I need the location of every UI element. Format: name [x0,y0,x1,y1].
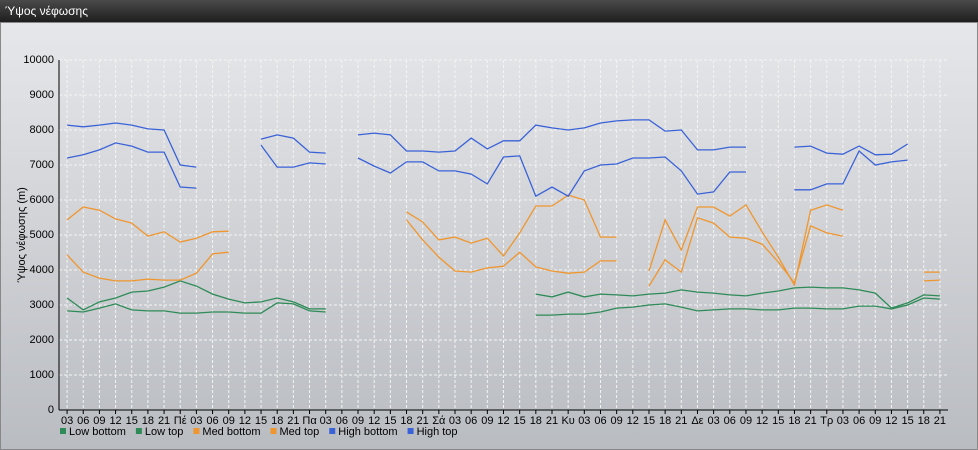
x-tick-label: 18 [788,415,800,427]
chart: Ύψος νέφωσης (m) 0 1000 2000 3000 4000 5000 60… [0,22,978,450]
series-line [66,194,940,287]
x-tick-label: 09 [352,415,364,427]
x-tick-label: 15 [514,415,526,427]
x-tick-label: 18 [142,415,154,427]
x-tick-label: 03 [578,415,590,427]
x-tick-label: 09 [611,415,623,427]
x-tick-label: 15 [643,415,655,427]
series-line [66,142,908,198]
legend-label: Med top [280,426,320,438]
x-tick-label: 18 [918,415,930,427]
x-tick-label: 09 [869,415,881,427]
legend-swatch [270,428,277,434]
x-tick-label: 18 [530,415,542,427]
x-tick-label: 03 [320,415,332,427]
x-tick-label: 21 [804,415,816,427]
x-tick-label: 03 [708,415,720,427]
window-title: Ύψος νέφωσης [0,0,978,22]
x-tick-label: Τρ [820,415,833,427]
x-tick-label: Δε [691,415,703,427]
y-tick-label: 1000 [30,369,54,381]
x-tick-label: 21 [287,415,299,427]
legend-swatch [193,428,200,434]
x-tick-label: 03 [837,415,849,427]
x-tick-label: 12 [885,415,897,427]
x-tick-label: 06 [853,415,865,427]
y-tick-label: 5000 [30,229,54,241]
x-tick-label: 18 [400,415,412,427]
x-tick-label: 12 [239,415,251,427]
x-tick-label: 21 [417,415,429,427]
legend-swatch [329,428,336,434]
y-tick-label: 0 [48,404,54,416]
x-tick-label: 12 [756,415,768,427]
x-tick-label: 15 [255,415,267,427]
x-tick-label: 06 [336,415,348,427]
x-tick-label: 15 [384,415,396,427]
x-tick-label: 03 [190,415,202,427]
y-axis-label: Ύψος νέφωσης (m) [16,187,28,283]
y-tick-label: 7000 [30,159,54,171]
legend-label: High bottom [338,426,397,438]
x-tick-label: 06 [465,415,477,427]
x-tick-label: 12 [497,415,509,427]
x-tick-label: 06 [594,415,606,427]
chart-background [0,22,978,450]
x-tick-label: Σά [432,415,446,427]
x-tick-label: 15 [126,415,138,427]
x-tick-label: Πέ [174,415,187,427]
legend-label: High top [417,426,458,438]
x-tick-label: 18 [271,415,283,427]
y-tick-label: 8000 [30,124,54,136]
y-tick-label: 3000 [30,299,54,311]
x-tick-label: 03 [449,415,461,427]
y-tick-label: 6000 [30,194,54,206]
x-tick-label: 21 [546,415,558,427]
x-tick-label: 12 [627,415,639,427]
x-tick-label: 15 [772,415,784,427]
series-line [67,119,908,168]
x-tick-label: 09 [93,415,105,427]
x-tick-label: 06 [724,415,736,427]
series-line [66,280,940,311]
y-tick-label: 9000 [30,89,54,101]
x-tick-label: 21 [158,415,170,427]
x-tick-label: 09 [481,415,493,427]
y-tick-label: 2000 [30,334,54,346]
x-tick-label: 09 [740,415,752,427]
x-tick-label: 18 [659,415,671,427]
x-tick-label: 21 [934,415,946,427]
x-tick-label: Κυ [561,415,574,427]
x-tick-label: 21 [675,415,687,427]
legend-swatch [135,428,142,434]
x-tick-label: 12 [368,415,380,427]
y-tick-label: 4000 [30,264,54,276]
x-tick-label: 06 [206,415,218,427]
legend-swatch [407,428,414,434]
x-tick-label: 03 [61,415,73,427]
series-line [67,297,940,316]
x-tick-label: 06 [77,415,89,427]
legend-label: Med bottom [202,426,260,438]
legend-swatch [60,428,66,434]
x-tick-label: 09 [223,415,235,427]
legend-label: Low bottom [69,426,126,438]
x-tick-label: Πα [302,415,317,427]
x-tick-label: 12 [109,415,121,427]
legend-label: Low top [145,426,184,438]
y-tick-label: 10000 [23,54,54,66]
x-tick-label: 15 [901,415,913,427]
series-line [66,216,940,287]
